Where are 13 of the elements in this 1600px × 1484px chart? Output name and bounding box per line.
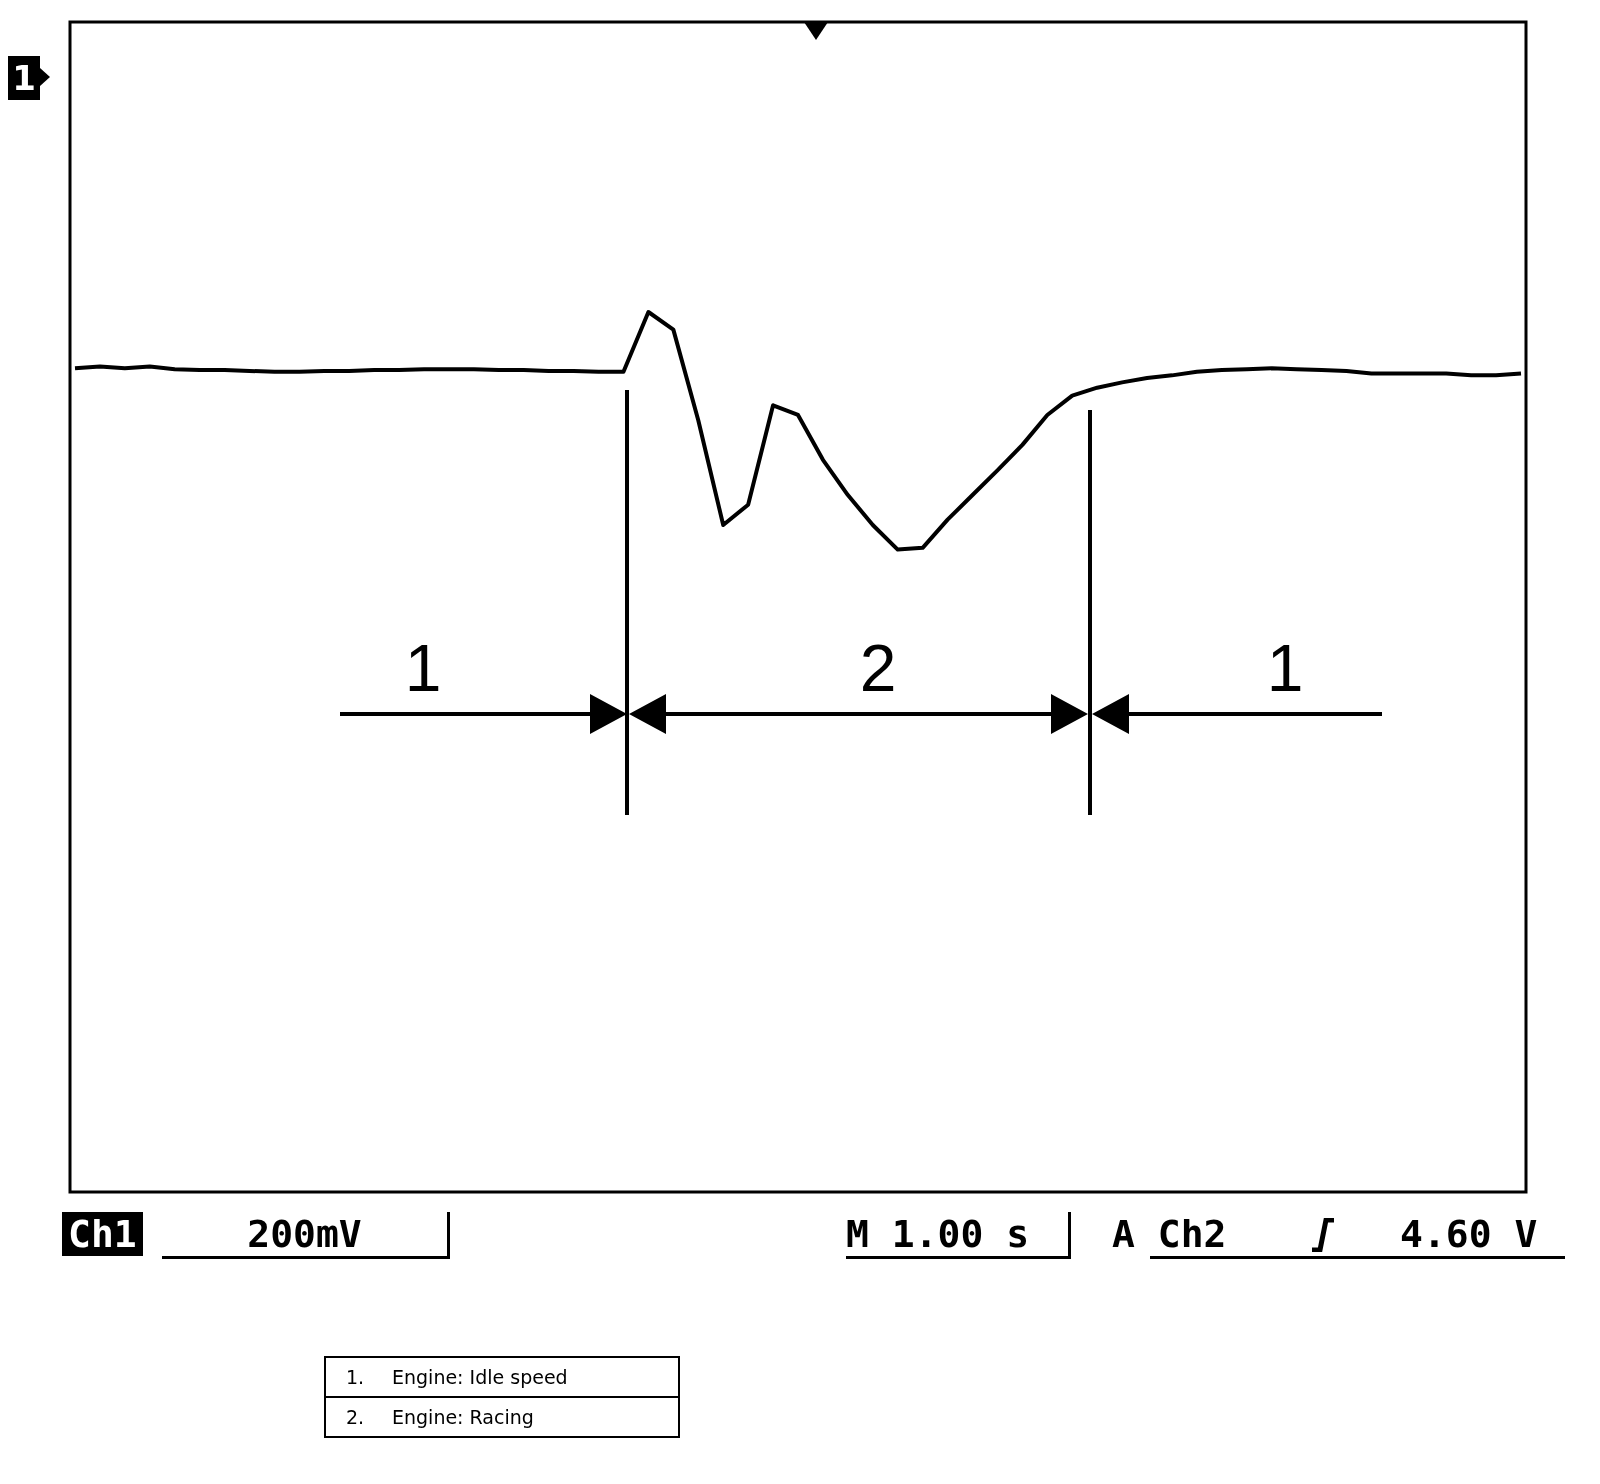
annotation: 1 — [1265, 630, 1305, 707]
text: 1 — [8, 56, 40, 100]
text: 200mV — [162, 1212, 450, 1259]
annotation: 2 — [858, 630, 898, 707]
text: Ch1 — [62, 1212, 143, 1256]
text: 4.60 V — [1400, 1212, 1538, 1256]
text: 2. — [346, 1406, 366, 1428]
text: M 1.00 s — [846, 1212, 1071, 1259]
annotation: 1 — [403, 630, 443, 707]
text: Engine: Racing — [392, 1406, 534, 1428]
text: A Ch2 — [1112, 1212, 1227, 1256]
text: 1. — [346, 1366, 366, 1388]
text: Engine: Idle speed — [392, 1366, 568, 1388]
